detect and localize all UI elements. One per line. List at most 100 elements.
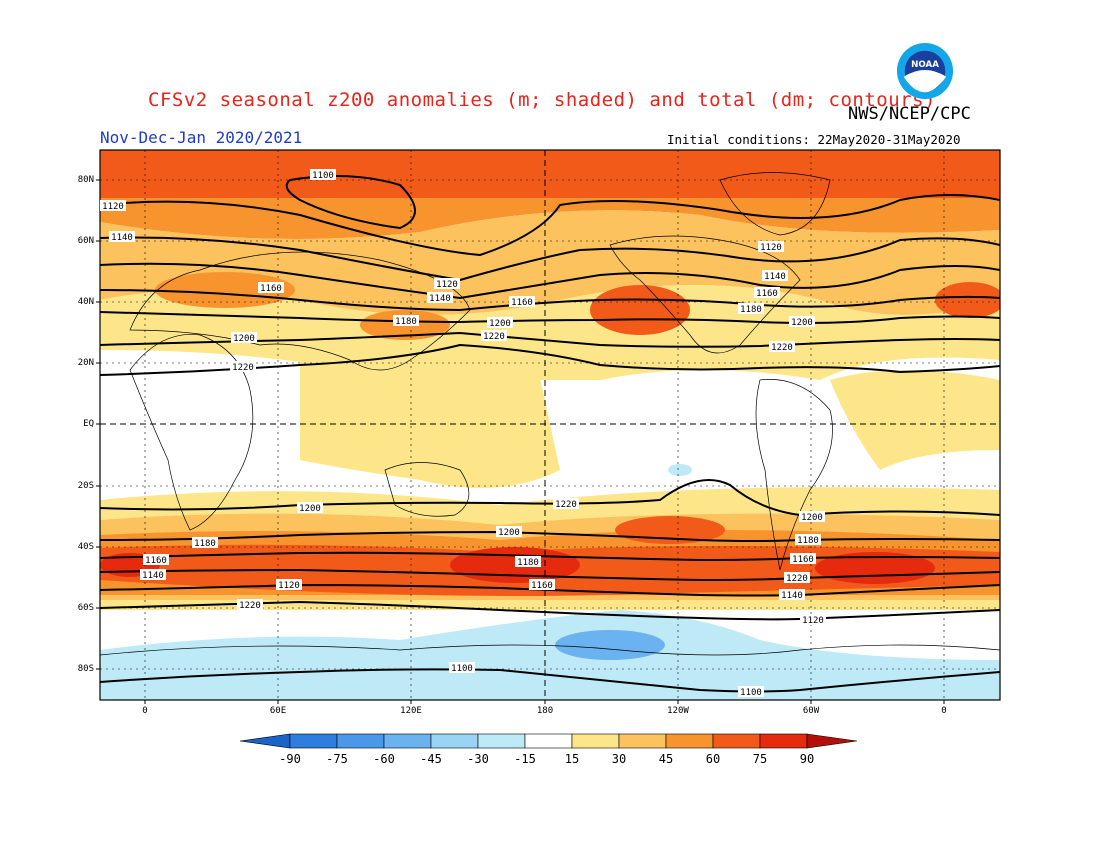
- contour-label: 1120: [758, 241, 784, 253]
- lat-label-40s: 40S: [77, 542, 94, 552]
- contour-label: 1160: [529, 579, 555, 591]
- lat-label-60s: 60S: [77, 603, 94, 613]
- svg-text:1100: 1100: [451, 664, 473, 674]
- colorbar-swatch: [336, 733, 385, 749]
- svg-text:1160: 1160: [511, 298, 533, 308]
- colorbar-tick-label: 75: [752, 752, 768, 766]
- contour-label: 1140: [427, 292, 453, 304]
- svg-text:1140: 1140: [429, 294, 451, 304]
- svg-text:1120: 1120: [802, 616, 824, 626]
- svg-text:1220: 1220: [232, 363, 254, 373]
- colorbar-arrow-high: [806, 733, 858, 749]
- lat-label-20s: 20S: [77, 481, 94, 491]
- lon-label-180: 180: [536, 706, 554, 716]
- contour-label: 1220: [230, 361, 256, 373]
- svg-text:1160: 1160: [792, 555, 814, 565]
- colorbar-swatch: [665, 733, 714, 749]
- colorbar-tick-label: 90: [799, 752, 815, 766]
- svg-text:1200: 1200: [299, 504, 321, 514]
- contour-label: 1160: [258, 282, 284, 294]
- colorbar-tick-label: -75: [326, 752, 348, 766]
- contour-label: 1140: [779, 589, 805, 601]
- svg-text:1200: 1200: [489, 319, 511, 329]
- svg-text:1180: 1180: [517, 558, 539, 568]
- contour-label: 1100: [738, 686, 764, 698]
- colorbar-swatch: [571, 733, 620, 749]
- lon-label-120e: 120E: [400, 706, 422, 716]
- svg-text:1160: 1160: [756, 289, 778, 299]
- contour-label: 1220: [553, 498, 579, 510]
- contour-label: 1140: [140, 569, 166, 581]
- contour-label: 1200: [231, 332, 257, 344]
- colorbar-tick-label: 45: [658, 752, 674, 766]
- contour-label: 1200: [799, 511, 825, 523]
- lat-label-eq: EQ: [83, 419, 94, 429]
- contour-label: 1220: [769, 341, 795, 353]
- svg-text:1100: 1100: [740, 688, 762, 698]
- lon-label-60e: 60E: [269, 706, 287, 716]
- colorbar-swatch: [524, 733, 573, 749]
- contour-label: 1220: [784, 572, 810, 584]
- contour-label: 1120: [276, 579, 302, 591]
- noaa-logo-text: NOAA: [911, 60, 939, 70]
- colorbar-tick-label: -90: [279, 752, 301, 766]
- svg-text:1100: 1100: [312, 171, 334, 181]
- colorbar-swatch: [759, 733, 808, 749]
- svg-text:1200: 1200: [801, 513, 823, 523]
- contour-label: 1200: [297, 502, 323, 514]
- colorbar-tick-label: 60: [705, 752, 721, 766]
- lat-label-60n: 60N: [77, 236, 94, 246]
- svg-text:1180: 1180: [740, 305, 762, 315]
- contour-label: 1120: [434, 278, 460, 290]
- contour-label: 1180: [393, 315, 419, 327]
- contour-label: 1180: [192, 537, 218, 549]
- lon-label-60w: 60W: [802, 706, 820, 716]
- colorbar-swatch: [289, 733, 338, 749]
- svg-text:1220: 1220: [555, 500, 577, 510]
- period-label: Nov-Dec-Jan 2020/2021: [100, 128, 303, 147]
- noaa-logo-icon: NOAA: [896, 42, 954, 100]
- svg-text:1120: 1120: [278, 581, 300, 591]
- svg-text:1140: 1140: [142, 571, 164, 581]
- svg-text:1180: 1180: [797, 536, 819, 546]
- contour-label: 1180: [795, 534, 821, 546]
- svg-text:1200: 1200: [233, 334, 255, 344]
- lat-label-80n: 80N: [77, 175, 94, 185]
- contour-label: 1220: [481, 330, 507, 342]
- contour-label: 1100: [449, 662, 475, 674]
- svg-text:1120: 1120: [760, 243, 782, 253]
- lat-label-80s: 80S: [77, 664, 94, 674]
- contour-label: 1200: [487, 317, 513, 329]
- colorbar-tick-label: -30: [467, 752, 489, 766]
- svg-text:1220: 1220: [771, 343, 793, 353]
- colorbar-tick-label: -15: [514, 752, 536, 766]
- contour-label: 1140: [109, 231, 135, 243]
- contour-label: 1200: [789, 316, 815, 328]
- contour-label: 1120: [800, 614, 826, 626]
- colorbar-swatch: [383, 733, 432, 749]
- svg-text:1220: 1220: [483, 332, 505, 342]
- colorbar-arrow-low: [239, 733, 291, 749]
- svg-text:1160: 1160: [260, 284, 282, 294]
- svg-text:1140: 1140: [111, 233, 133, 243]
- svg-text:1160: 1160: [145, 556, 167, 566]
- initial-conditions-label: Initial conditions: 22May2020-31May2020: [667, 132, 961, 147]
- svg-text:1160: 1160: [531, 581, 553, 591]
- svg-text:1180: 1180: [395, 317, 417, 327]
- contour-label: 1220: [237, 599, 263, 611]
- colorbar-swatch: [430, 733, 479, 749]
- svg-text:1200: 1200: [498, 528, 520, 538]
- colorbar-swatch: [477, 733, 526, 749]
- svg-text:1120: 1120: [102, 202, 124, 212]
- map-frame: [99, 149, 1001, 701]
- colorbar-swatch: [712, 733, 761, 749]
- colorbar-tick-label: 30: [611, 752, 627, 766]
- contour-label: 1160: [754, 287, 780, 299]
- colorbar: [239, 733, 858, 749]
- contour-label: 1120: [100, 200, 126, 212]
- svg-text:1220: 1220: [239, 601, 261, 611]
- lon-label-0-west: 0: [142, 706, 148, 716]
- svg-text:1180: 1180: [194, 539, 216, 549]
- colorbar-tick-label: -60: [373, 752, 395, 766]
